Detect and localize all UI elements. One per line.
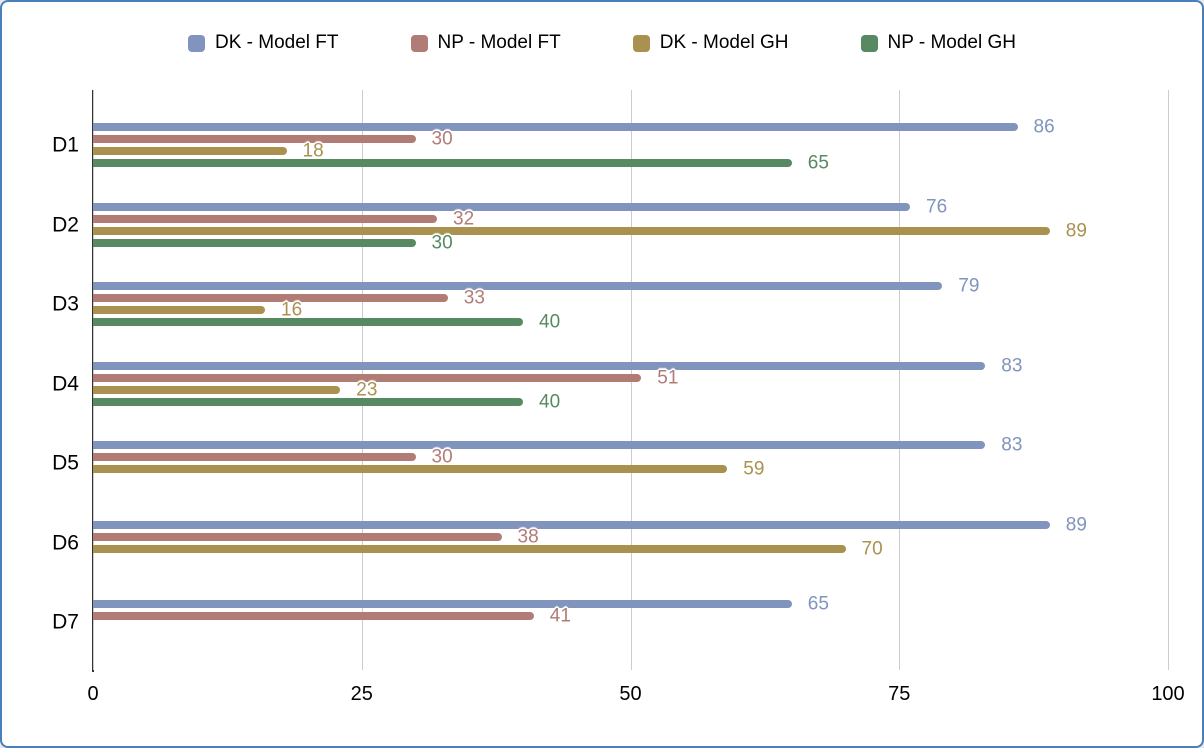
legend-swatch-icon [860,34,878,52]
bar-D1-series-3 [93,147,287,155]
legend-label: DK - Model FT [215,32,339,53]
bar-D3-series-3 [93,306,265,314]
bar-D7-series-2 [93,612,534,620]
x-tick-label: 50 [619,683,642,705]
category-label-D6: D6 [52,531,79,554]
category-label-D3: D3 [52,292,79,316]
bar-value-label: 83 [1001,434,1023,456]
bar-value-label: 65 [807,152,829,174]
chart-legend: DK - Model FT NP - Model FT DK - Model GH N… [2,32,1202,54]
bar-value-label: 16 [281,299,303,321]
bar-value-label: 59 [743,458,765,480]
bar-value-label: 38 [517,526,539,547]
bar-value-label: 30 [431,446,453,468]
gridline-75 [899,90,901,670]
bar-D2-series-3 [93,226,1050,235]
bar-value-label: 89 [1065,514,1087,535]
bar-D3-series-2 [93,294,448,302]
legend-swatch-icon [632,34,650,52]
bar-D7-series-1 [93,600,792,608]
bar-value-label: 65 [807,593,829,615]
x-tick-label: 25 [350,683,373,705]
bar-D6-series-2 [93,532,502,541]
bar-D4-series-1 [93,361,986,370]
bar-value-label: 23 [356,379,378,400]
legend-swatch-icon [410,34,428,52]
bar-D5-series-3 [93,465,728,473]
bar-D1-series-4 [93,159,792,167]
x-tick-label: 0 [87,683,99,705]
bar-value-label: 51 [657,367,679,388]
bar-value-label: 40 [539,391,561,412]
bar-value-label: 32 [453,208,475,229]
legend-label: NP - Model GH [887,32,1016,53]
bar-D1-series-2 [93,135,416,143]
bar-value-label: 40 [539,311,561,333]
bar-D1-series-1 [93,123,1018,131]
x-tick-label: 75 [888,683,911,705]
bar-D4-series-2 [93,373,642,382]
category-label-D4: D4 [52,372,79,395]
bar-D4-series-3 [93,385,341,394]
legend-label: NP - Model FT [437,32,561,53]
bar-value-label: 18 [302,140,324,162]
legend-swatch-icon [188,34,205,52]
bar-D2-series-2 [93,214,437,223]
legend-item-1: DK - Model FT [188,32,339,54]
plot-area: 0 25 50 75 100 D1 86 30 18 65 D2 76 32 89 30 D3 79 33 16 40… [52,90,1185,705]
bar-D5-series-2 [93,453,416,461]
legend-label: DK - Model GH [659,32,789,53]
bar-D6-series-3 [93,544,846,553]
legend-item-2: NP - Model FT [410,32,561,54]
bar-value-label: 70 [861,538,883,559]
bar-D5-series-1 [93,441,986,449]
category-label-D1: D1 [52,133,79,157]
gridline-100 [1168,90,1169,670]
category-label-D7: D7 [52,610,79,634]
bar-value-label: 76 [926,196,948,217]
bar-value-label: 41 [549,605,571,627]
bar-value-label: 83 [1001,355,1023,376]
bar-D4-series-4 [93,397,523,406]
bar-D2-series-1 [93,202,910,211]
bar-value-label: 33 [463,287,485,309]
legend-item-4: NP - Model GH [860,32,1016,54]
bar-D3-series-4 [93,318,523,326]
bar-value-label: 30 [431,128,453,150]
bar-value-label: 86 [1033,116,1055,138]
category-label-D5: D5 [52,451,79,475]
bar-value-label: 89 [1065,220,1087,241]
legend-item-3: DK - Model GH [632,32,789,54]
category-label-D2: D2 [52,213,79,236]
x-tick-label: 100 [1151,683,1185,705]
bar-value-label: 79 [958,275,980,297]
bar-D3-series-1 [93,282,943,290]
bar-D2-series-4 [93,238,416,247]
bar-D6-series-1 [93,520,1050,529]
bar-value-label: 30 [431,232,453,253]
